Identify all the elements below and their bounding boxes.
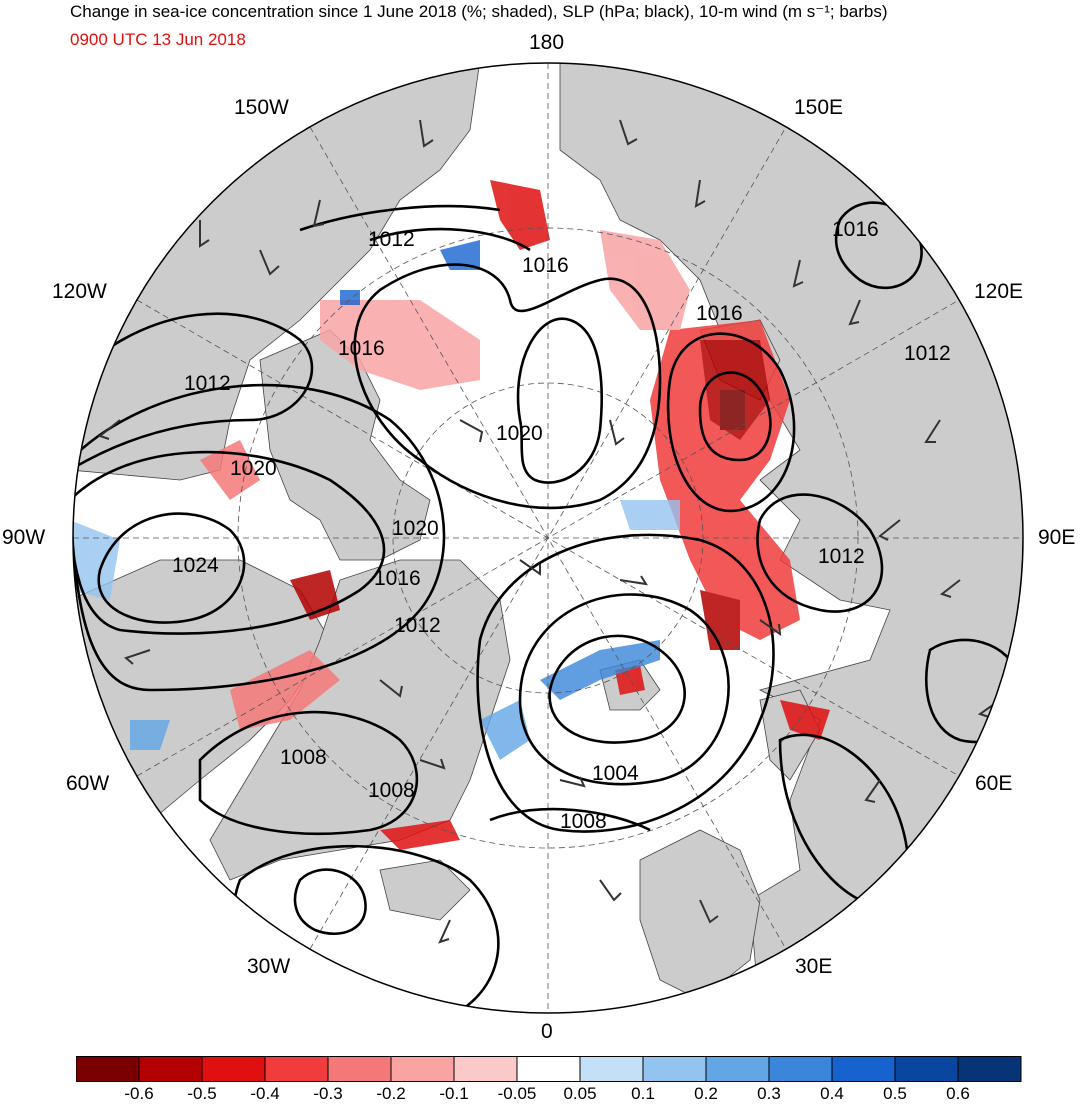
contour-1008-greenland (198, 710, 419, 835)
colorbar-box (327, 1056, 392, 1082)
colorbar-box (453, 1056, 518, 1082)
slp-label: 1012 (368, 228, 415, 251)
slp-contour-labels: 1012 1016 1016 1016 1012 1016 1012 1020 … (172, 218, 951, 833)
slp-label: 1020 (496, 422, 543, 445)
colorbar-tick-label: 0.5 (883, 1084, 907, 1103)
colorbar-tick-label: 0.6 (946, 1084, 970, 1103)
colorbar-box (768, 1056, 833, 1082)
contour-1020-canada (73, 450, 386, 635)
chart-title: Change in sea-ice concentration since 1 … (70, 2, 888, 21)
colorbar-tick-label: -0.3 (313, 1084, 343, 1103)
contour-1012-pacific (299, 204, 501, 232)
contour-1012-arctic (476, 533, 775, 833)
lon-label-30e: 30E (795, 955, 833, 978)
lon-label-120w: 120W (52, 280, 107, 303)
colorbar-boxes (76, 1056, 1022, 1082)
colorbar-tick-label: 0.2 (694, 1084, 718, 1103)
contour-1012-west (73, 312, 314, 473)
colorbar-box (76, 1056, 140, 1082)
colorbar-box (705, 1056, 770, 1082)
slp-label: 1012 (184, 372, 231, 395)
colorbar-tick-label: -0.05 (497, 1084, 537, 1103)
colorbar-box (516, 1056, 581, 1082)
slp-label: 1020 (392, 517, 439, 540)
contour-1016-kara (666, 332, 796, 513)
slp-label: 1004 (592, 762, 639, 785)
colorbar-tick-label: -0.1 (439, 1084, 469, 1103)
contour-1016-siberia (834, 201, 923, 290)
colorbar-tick-label: 0.1 (631, 1084, 655, 1103)
lon-label-60e: 60E (975, 772, 1013, 795)
colorbar-box (894, 1056, 959, 1082)
colorbar-box (831, 1056, 896, 1082)
lon-label-90w: 90W (2, 526, 46, 549)
slp-contours (73, 201, 1023, 1013)
contour-1020-center (516, 317, 603, 484)
contour-1012-kara (698, 371, 772, 462)
slp-label: 1016 (374, 567, 421, 590)
contour-1004-svalbard (548, 634, 686, 744)
slp-label: 1016 (832, 218, 879, 241)
slp-label: 1008 (560, 810, 607, 833)
contour-1012-east (756, 493, 884, 613)
colorbar-box (957, 1056, 1022, 1082)
colorbar-tick-label: -0.5 (187, 1084, 217, 1103)
lon-label-90e: 90E (1038, 526, 1076, 549)
lon-label-0: 0 (541, 1020, 553, 1043)
colorbar-tick-label: 0.05 (563, 1084, 597, 1103)
colorbar-box (642, 1056, 707, 1082)
colorbar-box (579, 1056, 644, 1082)
slp-label: 1008 (368, 779, 415, 802)
contour-1016-arctic (353, 263, 662, 510)
ice-gain-shading (73, 240, 680, 760)
contour-1016-canada (73, 383, 446, 692)
lon-label-150w: 150W (234, 96, 289, 119)
contour-1016-pacific (369, 227, 531, 252)
colorbar-box (264, 1056, 329, 1082)
slp-label: 1008 (280, 746, 327, 769)
map-boundary (72, 62, 1024, 1014)
land-scandinavia (639, 829, 761, 1001)
colorbar-tick-label: 0.4 (820, 1084, 844, 1103)
ice-loss-shading (200, 180, 830, 850)
contour-1008-iceland (293, 868, 367, 935)
slp-label: 1020 (230, 457, 277, 480)
slp-label: 1012 (818, 545, 865, 568)
colorbar-box (138, 1056, 203, 1082)
lon-label-60w: 60W (66, 772, 110, 795)
lon-label-30w: 30W (247, 955, 291, 978)
lon-label-120e: 120E (974, 280, 1024, 303)
lon-label-150e: 150E (794, 96, 844, 119)
colorbar-box (390, 1056, 455, 1082)
colorbar-tick-label: -0.4 (250, 1084, 280, 1103)
contour-1008-svalbard (518, 593, 730, 786)
slp-label: 1012 (904, 342, 951, 365)
land-iceland (379, 859, 471, 921)
contour-1008-channel (489, 807, 651, 832)
contour-1024-canada (97, 512, 246, 624)
slp-label: 1016 (522, 254, 569, 277)
lon-label-180: 180 (529, 31, 565, 54)
slp-label: 1012 (394, 614, 441, 637)
colorbar-tick-label: -0.6 (124, 1084, 154, 1103)
valid-time: 0900 UTC 13 Jun 2018 (70, 30, 246, 49)
colorbar-tick-label: -0.2 (376, 1084, 406, 1103)
colorbar (76, 1056, 1022, 1082)
slp-label: 1016 (338, 337, 385, 360)
colorbar-box (201, 1056, 266, 1082)
slp-label: 1024 (172, 554, 219, 577)
slp-label: 1016 (696, 302, 743, 325)
graticule (73, 63, 1023, 1013)
colorbar-tick-label: 0.3 (757, 1084, 781, 1103)
